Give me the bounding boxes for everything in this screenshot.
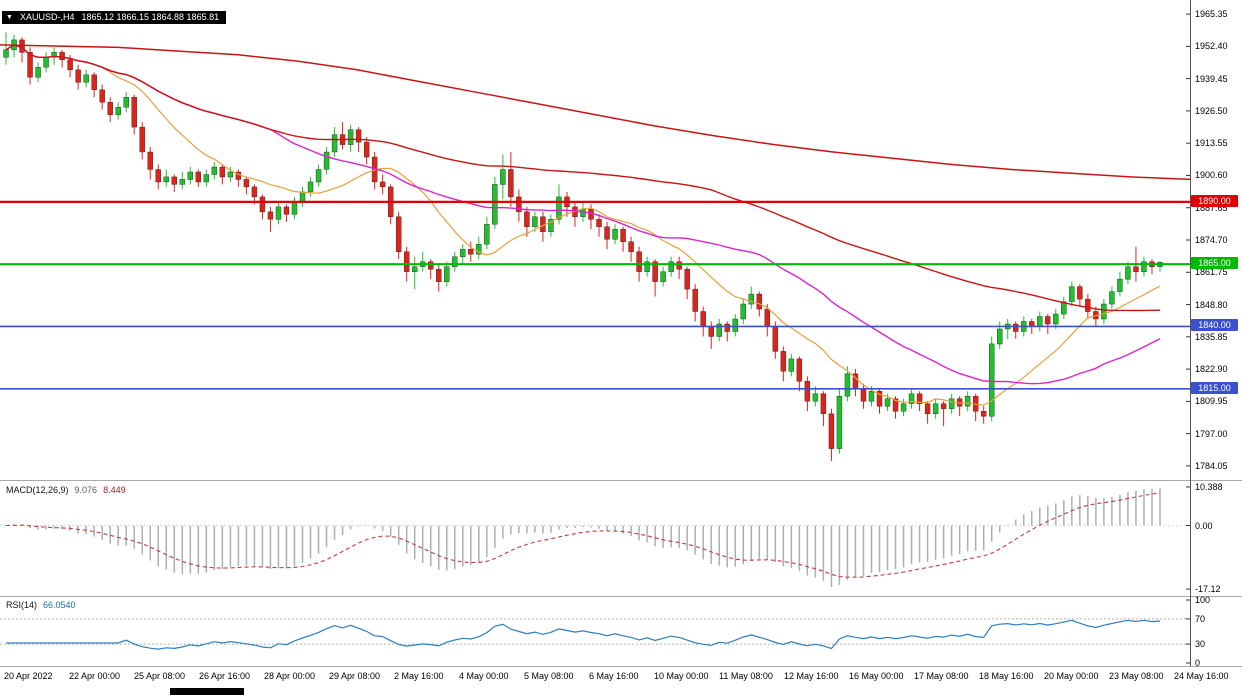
macd-label: MACD(12,26,9) 9.076 8.449 <box>6 485 126 495</box>
collapse-arrow-icon[interactable]: ▼ <box>6 14 13 21</box>
time-axis-divider <box>0 666 1242 667</box>
time-label: 2 May 16:00 <box>394 671 444 681</box>
time-label: 17 May 08:00 <box>914 671 969 681</box>
rsi-indicator-name: RSI(14) <box>6 600 38 610</box>
rsi-tick: 100 <box>1195 595 1211 605</box>
time-label: 22 Apr 00:00 <box>69 671 121 681</box>
chart-title-box[interactable]: ▼ XAUUSD-,H4 1865.12 1866.15 1864.88 186… <box>2 11 227 24</box>
price-tick: 1874.70 <box>1195 235 1228 245</box>
chart-symbol-timeframe: XAUUSD-,H4 <box>19 12 75 22</box>
time-label: 5 May 08:00 <box>524 671 574 681</box>
price-tick: 1809.95 <box>1195 396 1228 407</box>
price-tick: 1835.85 <box>1195 331 1228 342</box>
macd-axis: 10.388 0.00 -17.12 <box>1190 481 1242 595</box>
axis-separator-line <box>1190 0 1191 666</box>
price-tick: 1784.05 <box>1195 460 1228 471</box>
time-label: 16 May 00:00 <box>849 671 904 681</box>
rsi-value: 66.0540 <box>43 600 76 610</box>
price-tag-1840.00: 1840.00 <box>1191 319 1238 332</box>
price-tick: 1861.75 <box>1195 267 1228 278</box>
price-tag-1890.00: 1890.00 <box>1191 194 1238 207</box>
macd-main-value: 9.076 <box>74 485 98 495</box>
macd-tick: -17.12 <box>1195 584 1221 595</box>
time-label: 23 May 08:00 <box>1109 671 1164 681</box>
panel-divider-macd[interactable] <box>0 480 1242 481</box>
rsi-axis: 100 70 30 0 <box>1190 595 1242 668</box>
time-label: 26 Apr 16:00 <box>199 671 251 681</box>
horizontal-scrollbar-thumb[interactable] <box>170 688 244 695</box>
time-label: 18 May 16:00 <box>979 671 1034 681</box>
chart-ohlc-readout: 1865.12 1866.15 1864.88 1865.81 <box>81 12 220 22</box>
macd-indicator-name: MACD(12,26,9) <box>6 485 69 495</box>
price-tick: 1965.35 <box>1195 9 1228 20</box>
time-label: 29 Apr 08:00 <box>329 671 381 681</box>
rsi-tick: 0 <box>1195 658 1201 668</box>
rsi-label: RSI(14) 66.0540 <box>6 600 76 610</box>
macd-panel[interactable] <box>0 481 1190 595</box>
rsi-tick: 70 <box>1195 613 1206 624</box>
price-tick: 1926.50 <box>1195 105 1228 116</box>
time-axis[interactable]: 20 Apr 2022 22 Apr 00:00 25 Apr 08:00 26 Ap… <box>0 667 1242 687</box>
time-label: 10 May 00:00 <box>654 671 709 681</box>
price-axis[interactable]: 1890.00 1865.00 1840.00 1815.00 1965.35 1952.… <box>1190 0 1242 480</box>
time-label: 24 May 16:00 <box>1174 671 1229 681</box>
price-tick: 1822.90 <box>1195 364 1228 375</box>
rsi-panel[interactable] <box>0 597 1190 666</box>
price-tick: 1848.80 <box>1195 299 1228 310</box>
macd-signal-value: 8.449 <box>103 485 126 495</box>
macd-tick: 0.00 <box>1195 520 1213 531</box>
time-label: 20 Apr 2022 <box>4 671 53 681</box>
price-tick: 1900.60 <box>1195 170 1228 181</box>
time-label: 28 Apr 00:00 <box>264 671 316 681</box>
time-label: 25 Apr 08:00 <box>134 671 186 681</box>
price-tick: 1939.45 <box>1195 73 1228 84</box>
price-tick: 1952.40 <box>1195 41 1228 52</box>
time-label: 6 May 16:00 <box>589 671 639 681</box>
price-tick: 1797.00 <box>1195 428 1228 439</box>
price-tick: 1887.65 <box>1195 202 1228 213</box>
price-tag-1815.00: 1815.00 <box>1191 381 1238 394</box>
panel-divider-rsi[interactable] <box>0 596 1242 597</box>
time-label: 20 May 00:00 <box>1044 671 1099 681</box>
time-label: 4 May 00:00 <box>459 671 509 681</box>
price-chart[interactable] <box>0 0 1190 480</box>
time-label: 11 May 08:00 <box>719 671 773 681</box>
rsi-tick: 30 <box>1195 639 1206 650</box>
price-tag-1865.00: 1865.00 <box>1191 257 1238 270</box>
macd-tick: 10.388 <box>1195 481 1223 492</box>
time-label: 12 May 16:00 <box>784 671 839 681</box>
price-tick: 1913.55 <box>1195 138 1228 149</box>
